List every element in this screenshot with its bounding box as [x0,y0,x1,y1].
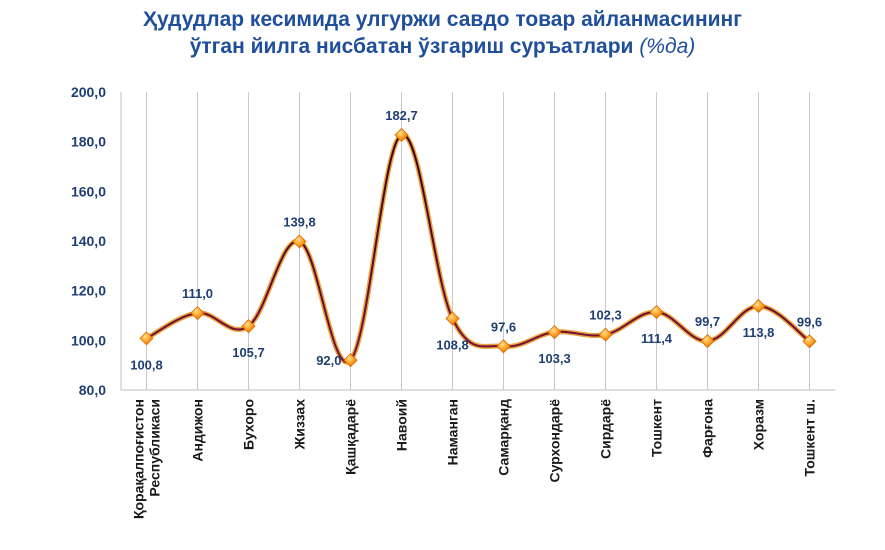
data-point-marker [445,311,460,326]
x-tick-label: Самарқанд [496,399,512,476]
chart-title-line2: ўтган йилга нисбатан ўзгариш суръатлари … [0,33,885,60]
data-point-marker [598,327,613,342]
data-label: 100,8 [130,357,163,372]
data-point-marker [547,325,562,340]
data-label: 99,6 [797,314,822,329]
data-point-marker [241,319,256,334]
data-label: 102,3 [589,308,622,323]
x-tick-label: Қашқадарё [343,399,359,475]
data-label: 92,0 [316,353,341,368]
x-tick-label: Қорақалпоғистон [131,399,147,519]
y-tick-label: 140,0 [71,233,106,249]
data-label: 111,4 [641,331,673,346]
data-point-marker [343,353,358,368]
x-tick-label: Жиззах [292,399,308,451]
data-label: 111,0 [182,286,213,301]
data-label: 97,6 [491,319,516,334]
data-point-marker [802,334,817,349]
x-tick-label: Тошкент [649,399,665,457]
chart-title-unit: (%да) [639,35,696,58]
series-line [146,133,811,364]
data-point-marker [496,339,511,354]
data-label: 105,7 [232,345,265,360]
data-point-marker [139,331,154,346]
x-tick-label: Бухоро [241,399,257,450]
data-label: 103,3 [538,351,571,366]
y-tick-label: 200,0 [71,84,106,100]
x-tick-label: Андижон [190,399,206,462]
data-label: 182,7 [385,108,418,123]
x-tick-label: Хоразм [751,399,767,450]
chart-title: Ҳудудлар кесимида улгуржи савдо товар ай… [0,6,885,60]
x-tick-label: Наманган [445,399,461,465]
data-point-marker [190,305,205,321]
y-tick-label: 120,0 [71,283,106,299]
x-tick-label: Сирдарё [598,399,614,459]
data-label: 108,8 [436,337,469,352]
x-tick-label: Навоий [394,399,410,451]
chart-title-line1: Ҳудудлар кесимида улгуржи савдо товар ай… [143,8,742,31]
data-point-marker [700,334,715,349]
data-label: 113,8 [743,325,775,340]
data-point-marker [292,234,307,249]
data-label: 99,7 [695,314,720,329]
x-tick-label: Республикаси [147,399,163,497]
x-tick-label: Фарғона [700,399,716,458]
x-tick-label: Тошкент ш. [802,399,818,476]
data-label: 139,8 [283,214,316,229]
data-point-marker [649,304,664,320]
chart-title-line2-text: ўтган йилга нисбатан ўзгариш суръатлари [189,35,634,58]
y-tick-label: 100,0 [71,332,106,348]
y-tick-label: 160,0 [71,183,106,199]
data-point-marker [394,127,409,143]
y-tick-label: 80,0 [79,382,106,398]
x-tick-label: Сурхондарё [547,399,563,483]
y-tick-label: 180,0 [71,134,106,150]
data-point-marker [751,298,766,314]
